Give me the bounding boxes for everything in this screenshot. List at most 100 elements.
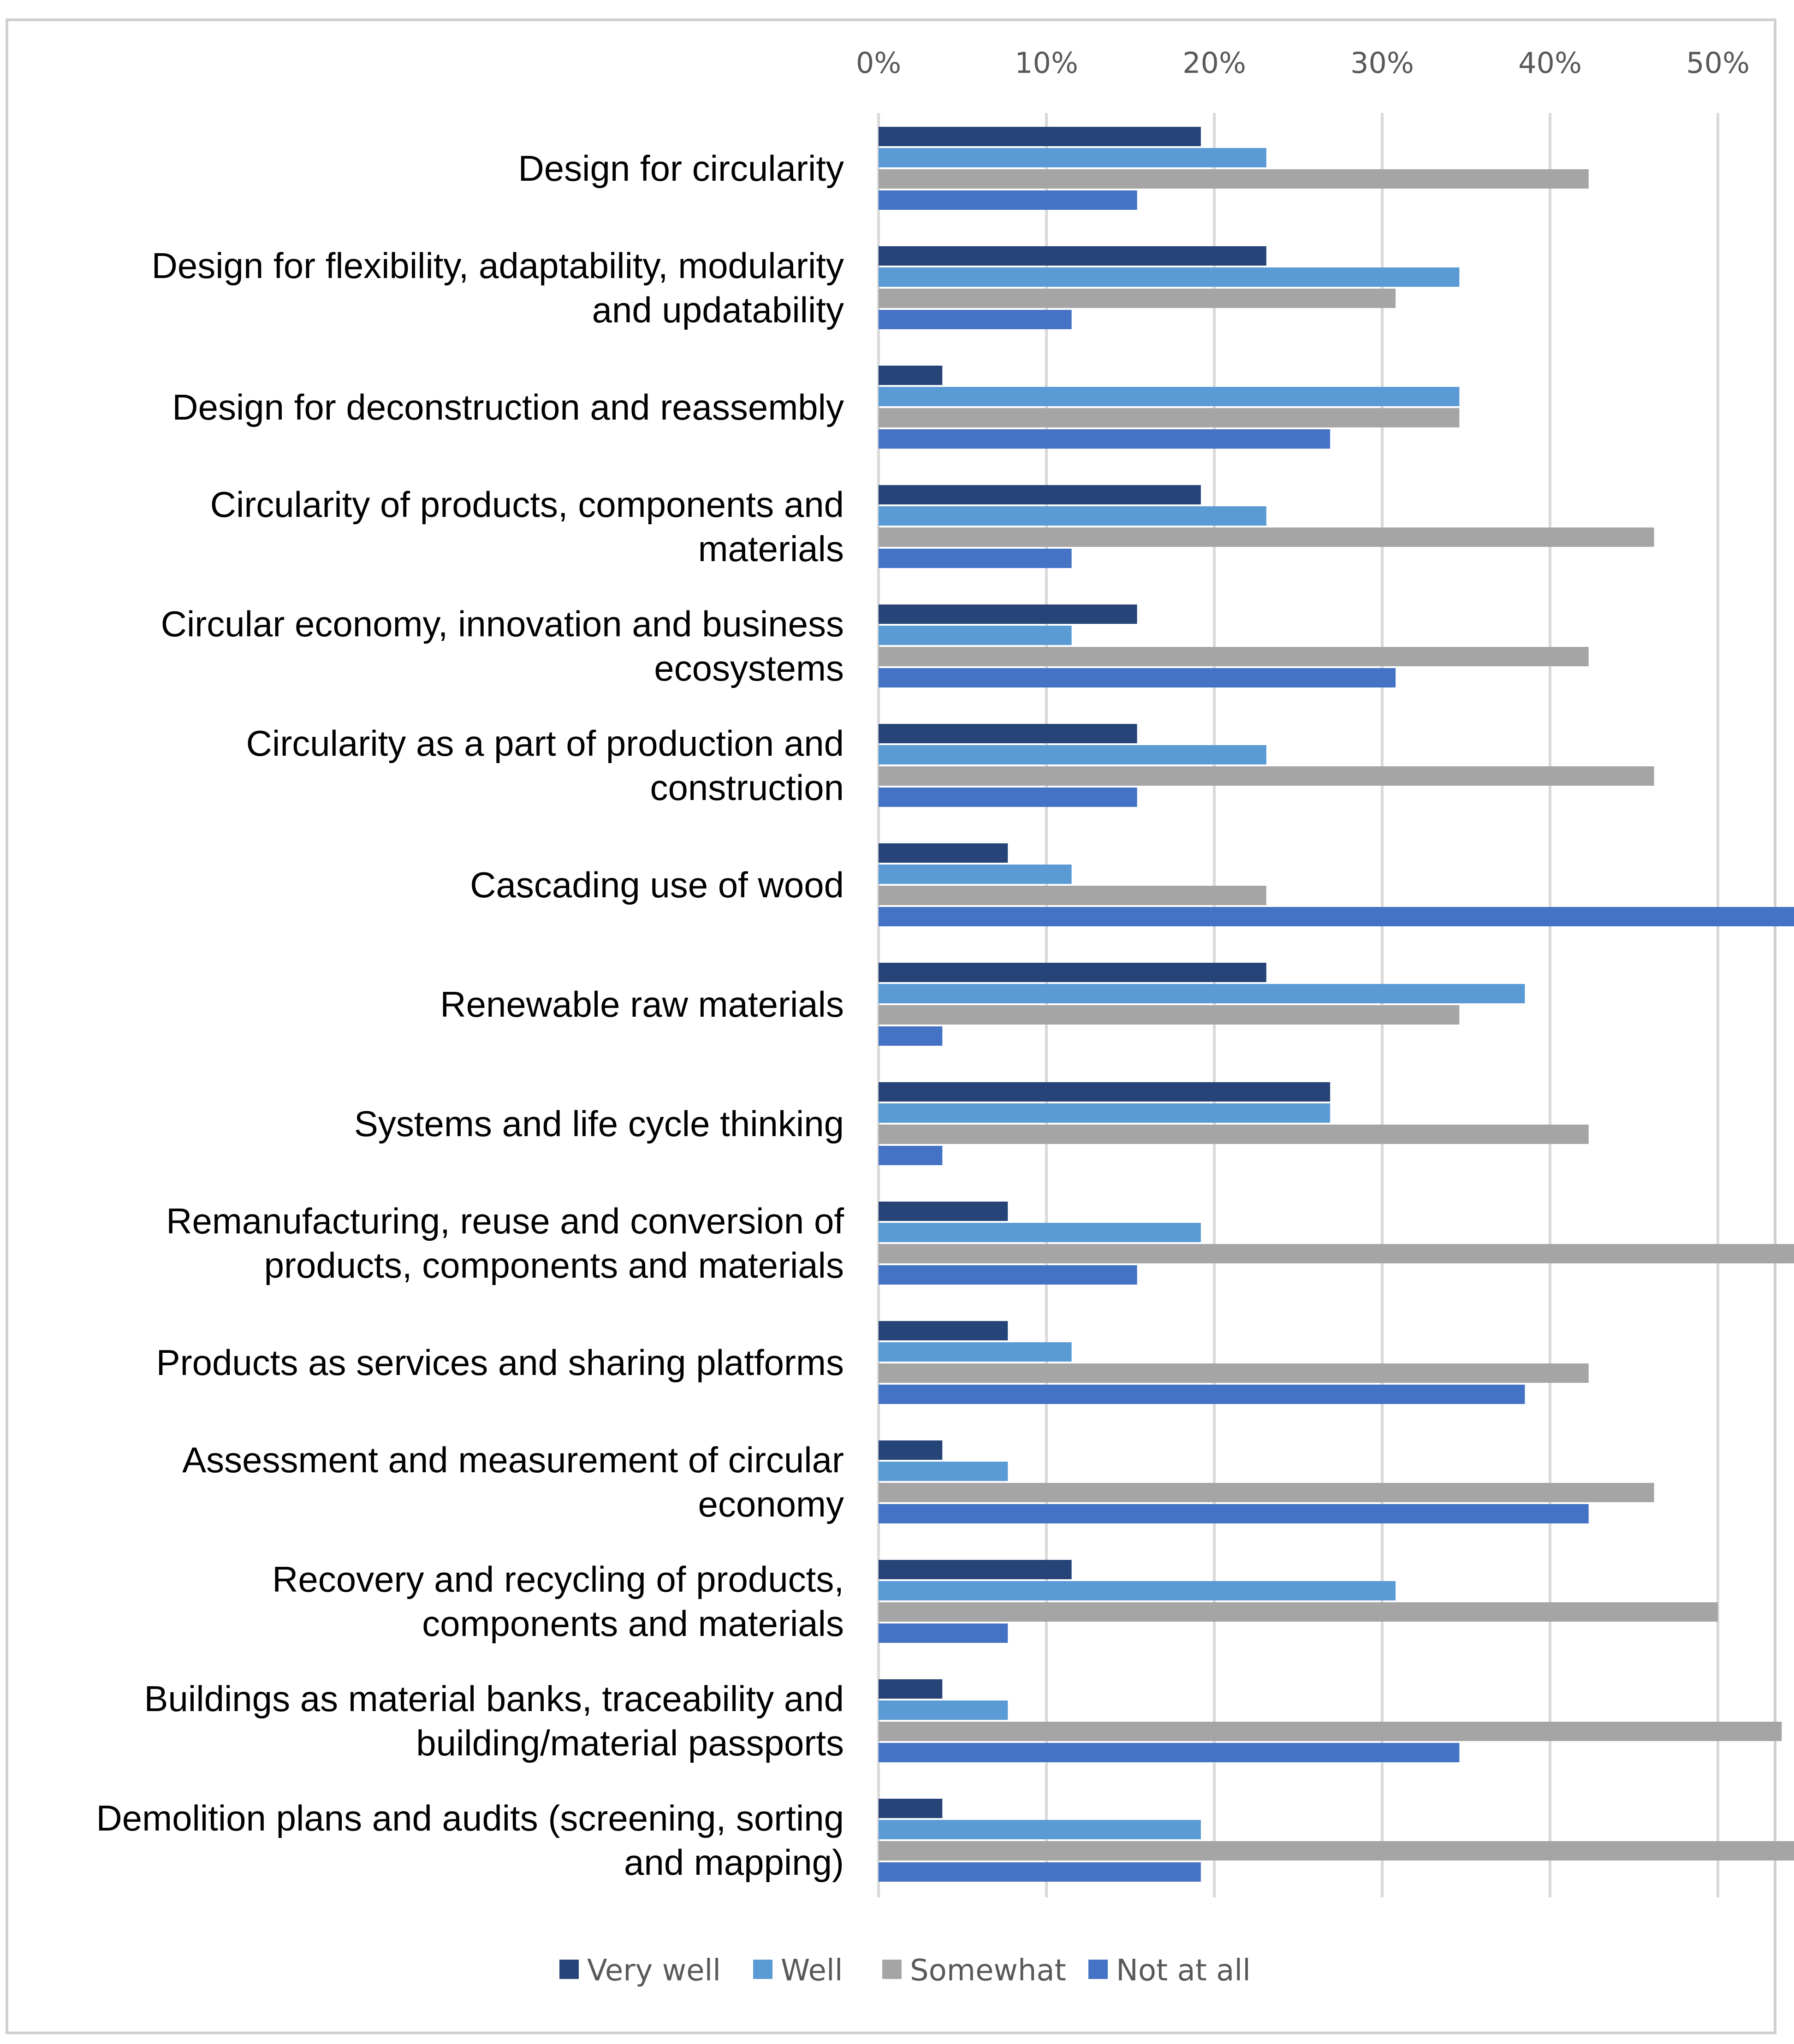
bar-somewhat-6 <box>879 766 1654 786</box>
bar-somewhat-2 <box>879 289 1396 308</box>
category-label: ecosystems <box>654 648 844 688</box>
bar-very-well-15 <box>879 1799 943 1818</box>
bar-very-well-1 <box>879 127 1201 146</box>
bar-well-6 <box>879 745 1266 764</box>
legend: Very well Well Somewhat Not at all <box>559 1954 1251 1988</box>
bar-somewhat-13 <box>879 1602 1718 1622</box>
legend-label: Very well <box>587 1954 721 1988</box>
bar-somewhat-3 <box>879 408 1460 427</box>
bar-somewhat-15 <box>879 1841 1794 1860</box>
category-label: Circularity of products, components and <box>210 484 844 525</box>
category-label: Renewable raw materials <box>440 984 844 1025</box>
bar-not-at-all-14 <box>879 1743 1460 1762</box>
bar-very-well-7 <box>879 843 1008 863</box>
bar-well-9 <box>879 1103 1331 1123</box>
category-label: Cascading use of wood <box>470 865 844 905</box>
bar-not-at-all-11 <box>879 1385 1525 1404</box>
bar-not-at-all-9 <box>879 1146 943 1165</box>
bar-very-well-2 <box>879 246 1266 266</box>
bar-not-at-all-3 <box>879 429 1331 449</box>
legend-label: Somewhat <box>910 1954 1066 1988</box>
legend-label: Well <box>781 1954 843 1988</box>
bar-very-well-10 <box>879 1202 1008 1221</box>
category-label: materials <box>698 528 844 569</box>
bar-not-at-all-8 <box>879 1026 943 1046</box>
bar-well-13 <box>879 1581 1396 1600</box>
category-label: Remanufacturing, reuse and conversion of <box>166 1201 844 1241</box>
bar-very-well-11 <box>879 1321 1008 1340</box>
category-label: Circularity as a part of production and <box>246 723 844 764</box>
bar-not-at-all-15 <box>879 1862 1201 1882</box>
bar-not-at-all-5 <box>879 668 1396 687</box>
bar-somewhat-12 <box>879 1483 1654 1502</box>
category-label: Recovery and recycling of products, <box>272 1559 844 1600</box>
bar-well-8 <box>879 984 1525 1003</box>
x-tick-label: 20% <box>1182 46 1246 80</box>
category-label: Assessment and measurement of circular <box>182 1440 844 1480</box>
bar-not-at-all-1 <box>879 190 1137 210</box>
bar-somewhat-11 <box>879 1363 1589 1383</box>
category-label: construction <box>650 767 844 808</box>
x-tick-label: 0% <box>856 46 901 80</box>
legend-swatch-well <box>753 1960 772 1979</box>
category-label: and updatability <box>592 290 844 330</box>
bar-very-well-6 <box>879 724 1137 743</box>
bar-somewhat-14 <box>879 1722 1782 1741</box>
bar-well-5 <box>879 626 1072 645</box>
bar-somewhat-10 <box>879 1244 1794 1263</box>
category-label: Demolition plans and audits (screening, … <box>96 1798 844 1838</box>
category-label: Systems and life cycle thinking <box>354 1103 844 1144</box>
category-label: building/material passports <box>416 1723 844 1763</box>
category-label: components and materials <box>422 1603 844 1644</box>
bar-well-10 <box>879 1223 1201 1242</box>
bar-very-well-9 <box>879 1082 1331 1102</box>
x-tick-label: 40% <box>1518 46 1582 80</box>
bar-very-well-4 <box>879 485 1201 504</box>
bar-well-14 <box>879 1700 1008 1720</box>
bar-well-1 <box>879 148 1266 167</box>
category-label: Design for circularity <box>518 148 844 189</box>
bar-well-2 <box>879 267 1460 287</box>
bar-very-well-14 <box>879 1679 943 1699</box>
bar-not-at-all-10 <box>879 1265 1137 1285</box>
bar-very-well-12 <box>879 1440 943 1460</box>
bar-somewhat-4 <box>879 527 1654 547</box>
bar-somewhat-5 <box>879 647 1589 666</box>
bar-somewhat-1 <box>879 169 1589 189</box>
bar-not-at-all-12 <box>879 1504 1589 1523</box>
bar-well-12 <box>879 1462 1008 1481</box>
bar-not-at-all-2 <box>879 310 1072 329</box>
bar-well-3 <box>879 387 1460 406</box>
legend-swatch-somewhat <box>882 1960 902 1979</box>
category-label: Design for flexibility, adaptability, mo… <box>152 245 844 286</box>
x-axis-ticks: 0%10%20%30%40%50%60%70% <box>856 46 1750 80</box>
bar-somewhat-9 <box>879 1125 1589 1144</box>
category-label: Buildings as material banks, traceabilit… <box>144 1678 844 1719</box>
bar-somewhat-7 <box>879 886 1266 905</box>
category-label: economy <box>698 1484 844 1524</box>
bars <box>879 127 1794 1882</box>
category-label: and mapping) <box>624 1842 844 1883</box>
bar-somewhat-8 <box>879 1005 1460 1025</box>
legend-swatch-very-well <box>559 1960 579 1979</box>
category-label: Products as services and sharing platfor… <box>156 1342 844 1383</box>
category-label: Circular economy, innovation and busines… <box>161 604 844 644</box>
bar-well-4 <box>879 506 1266 526</box>
bar-not-at-all-13 <box>879 1623 1008 1643</box>
legend-label: Not at all <box>1116 1954 1251 1988</box>
legend-swatch-not-at-all <box>1088 1960 1108 1979</box>
x-tick-label: 10% <box>1015 46 1078 80</box>
bar-well-15 <box>879 1820 1201 1839</box>
bar-well-11 <box>879 1342 1072 1362</box>
x-tick-label: 50% <box>1686 46 1750 80</box>
category-label: products, components and materials <box>264 1245 844 1286</box>
bar-very-well-5 <box>879 604 1137 624</box>
bar-very-well-8 <box>879 963 1266 982</box>
bar-not-at-all-6 <box>879 788 1137 807</box>
category-labels: Design for circularity Design for flexibi… <box>96 148 844 1883</box>
bar-very-well-13 <box>879 1560 1072 1579</box>
x-tick-label: 30% <box>1350 46 1414 80</box>
bar-well-7 <box>879 865 1072 884</box>
bar-not-at-all-7 <box>879 907 1794 926</box>
